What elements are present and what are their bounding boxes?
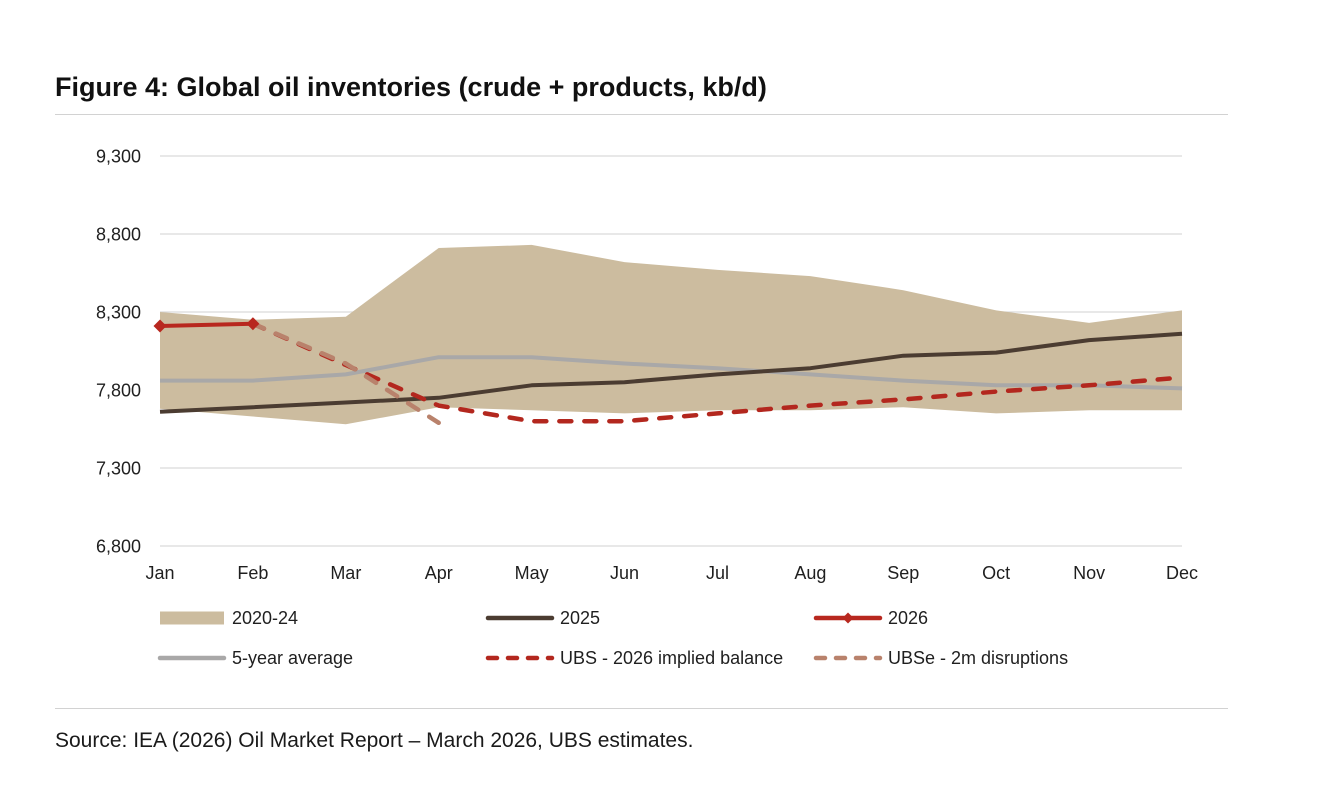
legend-item-ubs-implied-balance: UBS - 2026 implied balance: [485, 646, 783, 670]
legend-item-5-year-average: 5-year average: [157, 646, 353, 670]
legend-label-5-year-average: 5-year average: [232, 648, 354, 668]
series-line-2026: [159, 321, 253, 328]
y-tick-label-8300: 8,300: [96, 303, 141, 323]
series-line-ubse-2m-disruptions: [250, 321, 441, 426]
legend-label-2025: 2025: [560, 608, 601, 628]
legend-item-2025: 2025: [485, 606, 600, 630]
legend-label-2026: 2026: [888, 608, 929, 628]
diamond-marker-icon: [842, 612, 854, 624]
figure-title: Figure 4: Global oil inventories (crude …: [55, 72, 767, 102]
y-tick-label-8800: 8,800: [96, 225, 141, 245]
legend-label-ubs-implied-balance: UBS - 2026 implied balance: [560, 648, 784, 668]
x-tick-label-apr: Apr: [425, 563, 453, 583]
band-area-2020-24: [160, 244, 1182, 425]
x-tick-label-jul: Jul: [706, 563, 729, 583]
legend-swatch-ubs-implied-balance: [485, 655, 555, 661]
legend-swatch-fill: [160, 611, 224, 625]
legend-swatch-2025: [485, 615, 555, 621]
series-marker-2026-feb: [246, 317, 260, 331]
x-tick-label-sep: Sep: [887, 563, 919, 583]
x-tick-label-nov: Nov: [1073, 563, 1105, 583]
legend-item-2020-24: 2020-24: [157, 606, 298, 630]
series-marker-2026-jan: [153, 319, 167, 333]
legend-swatch-2026: [813, 612, 883, 624]
x-tick-label-jan: Jan: [145, 563, 174, 583]
y-tick-label-7300: 7,300: [96, 459, 141, 479]
legend-item-ubse-disruptions: UBSe - 2m disruptions: [813, 646, 1068, 670]
legend-label-ubse-disruptions: UBSe - 2m disruptions: [888, 648, 1069, 668]
legend-swatch-2020-24: [160, 611, 224, 625]
x-tick-label-mar: Mar: [330, 563, 361, 583]
y-tick-label-9300: 9,300: [96, 147, 141, 167]
source-divider: [55, 708, 1228, 709]
x-tick-label-aug: Aug: [794, 563, 826, 583]
title-divider: [55, 114, 1228, 115]
legend-label-2020-24: 2020-24: [232, 608, 299, 628]
series-line-5-year-average: [160, 355, 1183, 391]
legend-item-2026: 2026: [813, 606, 928, 630]
x-tick-label-dec: Dec: [1166, 563, 1198, 583]
x-tick-label-jun: Jun: [610, 563, 639, 583]
series-line-2025: [159, 331, 1183, 414]
source-note: Source: IEA (2026) Oil Market Report – M…: [55, 729, 694, 752]
x-tick-label-may: May: [515, 563, 549, 583]
legend-swatch-5-year-average: [157, 655, 227, 661]
x-tick-label-oct: Oct: [982, 563, 1010, 583]
y-tick-label-6800: 6,800: [96, 537, 141, 557]
y-tick-label-7800: 7,800: [96, 381, 141, 401]
series-line-ubs-2026-implied-balance: [250, 321, 1185, 424]
legend-swatch-ubse-disruptions: [813, 655, 883, 661]
x-tick-label-feb: Feb: [237, 563, 268, 583]
